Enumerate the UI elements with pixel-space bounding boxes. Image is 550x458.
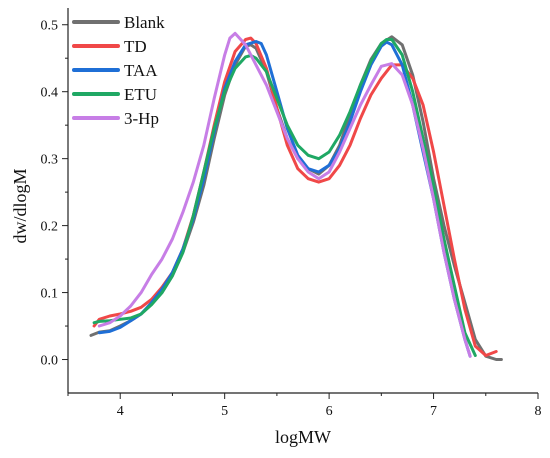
axes [67,8,538,394]
legend: Blank TD TAA ETU 3-Hp [72,13,165,128]
x-tick-label: 8 [535,404,542,419]
y-tick-label: 0.2 [41,220,59,235]
tick-labels: 4 5 6 7 8 0.0 0.1 0.2 0.3 0.4 0.5 [41,19,542,419]
y-tick-label: 0.4 [41,86,59,101]
x-tick-label: 7 [430,404,437,419]
series-line-3 [92,38,477,357]
legend-label: Blank [124,13,165,32]
legend-label: TD [124,37,147,56]
legend-label: ETU [124,85,157,104]
x-tick-label: 4 [117,404,124,419]
y-tick-label: 0.3 [41,153,59,168]
y-tick-label: 0.5 [41,19,59,34]
series-line-4 [97,31,472,358]
y-tick-label: 0.1 [41,287,59,302]
x-tick-label: 6 [326,404,333,419]
legend-label: TAA [124,61,158,80]
series-lines [89,31,503,361]
x-tick-label: 5 [221,404,228,419]
y-tick-label: 0.0 [41,354,59,369]
x-axis-title: logMW [275,427,331,447]
legend-label: 3-Hp [124,109,159,128]
y-axis-title: dw/dlogM [10,168,30,243]
